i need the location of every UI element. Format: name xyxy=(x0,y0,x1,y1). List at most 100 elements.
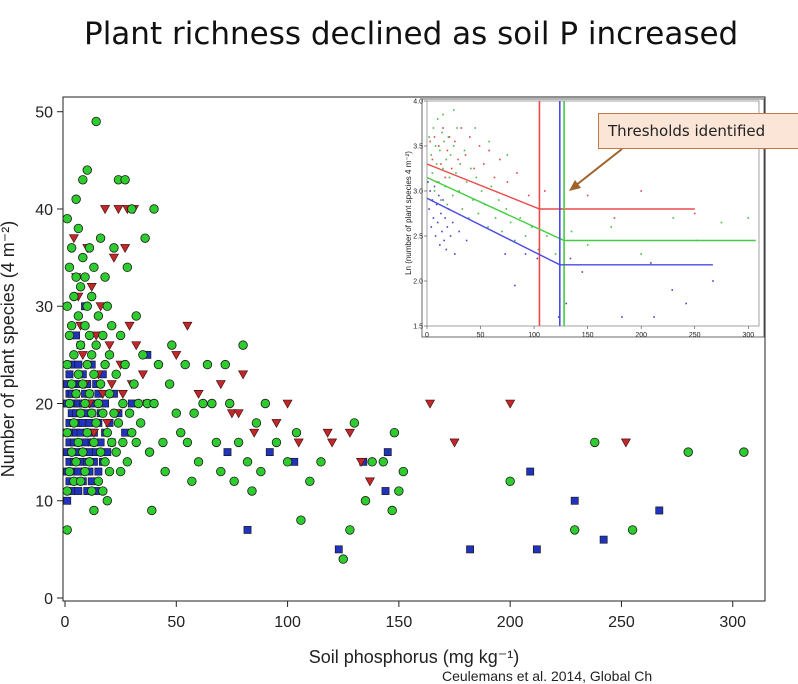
green-circle-point xyxy=(111,369,121,380)
green-circle-point xyxy=(120,175,130,185)
green-circle-point xyxy=(98,330,108,341)
red-triangle-point xyxy=(102,419,113,429)
green-circle-point xyxy=(95,447,106,457)
blue-square-point xyxy=(74,360,83,369)
red-triangle-point xyxy=(106,380,117,390)
green-circle-point xyxy=(149,204,159,214)
inset-point xyxy=(488,149,490,152)
green-circle-point xyxy=(189,408,199,418)
inset-point xyxy=(497,199,500,201)
inset-x-tick-label: 200 xyxy=(635,332,647,339)
inset-point xyxy=(444,176,447,179)
inset-point xyxy=(444,217,447,219)
inset-point xyxy=(443,239,445,242)
inset-point xyxy=(441,230,443,233)
inset-point xyxy=(458,190,460,192)
blue-square-point xyxy=(78,419,87,427)
green-circle-point xyxy=(82,427,92,438)
blue-square-point xyxy=(63,496,72,505)
green-circle-point xyxy=(78,379,88,389)
inset-point xyxy=(581,271,584,273)
green-circle-point xyxy=(80,272,90,282)
green-circle-point xyxy=(102,301,112,311)
green-circle-point xyxy=(316,457,326,467)
green-circle-point xyxy=(160,466,170,477)
inset-data-points xyxy=(427,109,750,318)
green-circle-point xyxy=(82,301,92,311)
inset-point xyxy=(435,203,438,206)
green-circle-point xyxy=(124,408,135,418)
green-circle-point xyxy=(87,408,97,418)
green-circle-point xyxy=(109,243,119,253)
inset-point xyxy=(565,302,568,305)
green-circle-point xyxy=(233,437,244,448)
inset-point xyxy=(437,145,440,147)
inset-point xyxy=(477,212,480,215)
main-x-tick-label: 150 xyxy=(386,614,413,631)
inset-point xyxy=(463,149,466,152)
green-circle-point xyxy=(66,379,77,389)
red-triangle-point xyxy=(86,282,97,292)
green-circle-point xyxy=(360,496,371,506)
red-triangle-point xyxy=(215,380,226,390)
main-x-axis-label: Soil phosphorus (mg kg⁻¹) xyxy=(309,647,520,667)
inset-point xyxy=(442,167,444,170)
inset-point xyxy=(448,176,451,179)
green-circle-point xyxy=(187,476,197,486)
main-y-tick-label: 50 xyxy=(35,105,53,122)
inset-point xyxy=(610,226,613,228)
blue-square-point xyxy=(65,370,74,379)
inset-point xyxy=(478,145,481,147)
green-circle-point xyxy=(93,398,104,409)
green-circle-point xyxy=(389,427,400,438)
blue-square-point xyxy=(223,448,232,457)
blue-square-point xyxy=(655,506,664,515)
green-circle-point xyxy=(62,359,72,370)
main-plot-frame xyxy=(62,96,766,602)
inset-threshold-lines xyxy=(426,101,756,326)
inset-point xyxy=(650,262,652,264)
inset-point xyxy=(465,239,468,242)
green-circle-point xyxy=(739,447,749,457)
green-circle-point xyxy=(271,437,282,448)
red-triangle-point xyxy=(124,321,135,331)
green-circle-point xyxy=(89,369,99,380)
green-circle-point xyxy=(66,447,77,457)
inset-point xyxy=(464,154,467,156)
inset-point xyxy=(432,127,435,129)
inset-point xyxy=(653,316,655,318)
green-circle-point xyxy=(84,457,95,467)
main-x-tick-label: 300 xyxy=(719,614,746,631)
green-circle-point xyxy=(78,175,88,185)
green-circle-point xyxy=(111,447,121,457)
inset-point xyxy=(473,167,475,170)
green-circle-point xyxy=(62,301,72,311)
green-circle-point xyxy=(102,427,112,438)
inset-point xyxy=(433,185,436,188)
inset-point xyxy=(469,136,471,138)
green-circle-point xyxy=(164,379,175,389)
blue-square-point xyxy=(94,467,103,476)
red-triangle-point xyxy=(344,428,355,438)
main-axis-ticks: 0 50 100 150 200 250 300 0 10 20 30 40 50 xyxy=(35,105,746,631)
green-circle-point xyxy=(98,408,108,418)
inset-point xyxy=(470,167,472,170)
green-circle-point xyxy=(80,320,90,331)
green-circle-point xyxy=(505,476,515,486)
green-circle-point xyxy=(113,418,124,428)
main-y-tick-label: 40 xyxy=(35,202,53,219)
green-circle-point xyxy=(198,398,208,409)
green-circle-point xyxy=(127,204,137,214)
inset-point xyxy=(531,226,533,228)
red-triangle-point xyxy=(113,205,124,215)
inset-axis-ticks: 0 50 100 150 200 250 300 1.5 2.0 2.5 3.0 3.5 4.0 xyxy=(413,99,754,340)
green-circle-point xyxy=(193,457,204,467)
red-triangle-point xyxy=(108,253,119,263)
inset-point xyxy=(452,145,455,147)
inset-point xyxy=(685,302,687,305)
inset-point xyxy=(431,199,434,201)
inset-point xyxy=(640,190,642,192)
green-circle-point xyxy=(229,476,239,486)
green-circle-point xyxy=(118,437,128,448)
inset-point xyxy=(516,172,518,174)
